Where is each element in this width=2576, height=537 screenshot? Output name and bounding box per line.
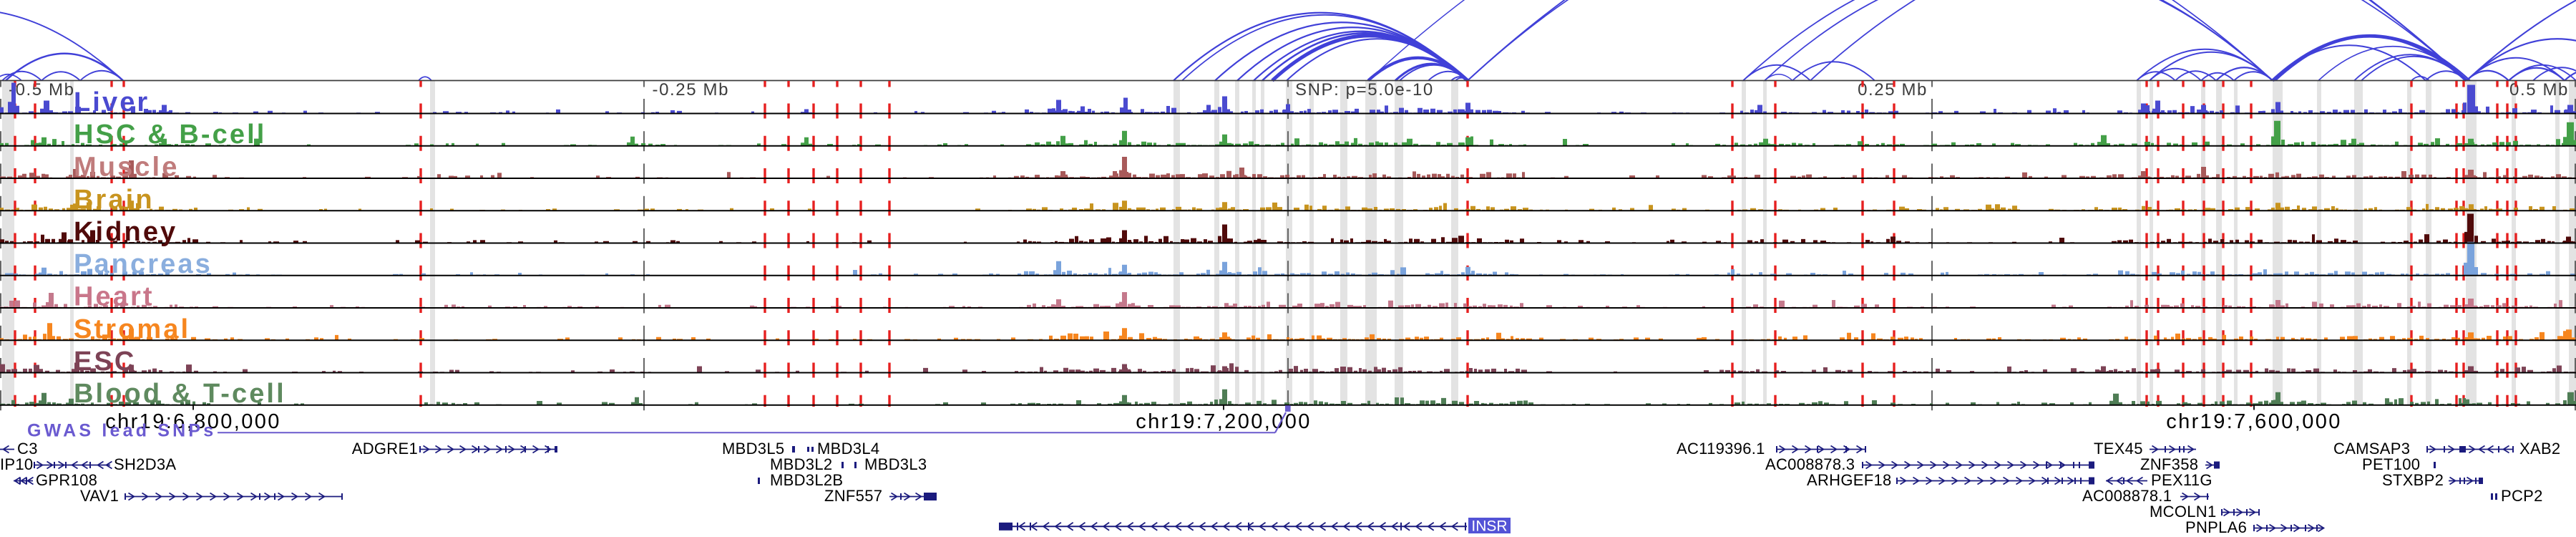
svg-text:Pancreas: Pancreas	[74, 249, 213, 279]
svg-text:ARHGEF18: ARHGEF18	[1807, 471, 1892, 489]
svg-text:ZNF358: ZNF358	[2140, 455, 2198, 473]
svg-text:PNPLA6: PNPLA6	[2185, 518, 2247, 536]
svg-text:SNP: p=5.0e-10: SNP: p=5.0e-10	[1295, 80, 1434, 100]
svg-text:SH2D3A: SH2D3A	[114, 455, 176, 473]
svg-text:MCOLN1: MCOLN1	[2150, 503, 2217, 521]
svg-text:Kidney: Kidney	[74, 217, 177, 247]
svg-text:Blood & T-cell: Blood & T-cell	[74, 379, 286, 409]
svg-text:Heart: Heart	[74, 282, 155, 312]
svg-text:STXBP2: STXBP2	[2382, 471, 2444, 489]
svg-text:chr19:7,600,000: chr19:7,600,000	[2166, 410, 2342, 433]
svg-text:Muscle: Muscle	[74, 153, 179, 183]
svg-text:MBD3L4: MBD3L4	[817, 440, 879, 458]
svg-text:0.5 Mb: 0.5 Mb	[2509, 80, 2569, 100]
svg-text:AC119396.1: AC119396.1	[1677, 440, 1765, 458]
svg-text:GWAS lead SNPs: GWAS lead SNPs	[27, 421, 216, 441]
svg-text:C3: C3	[17, 440, 38, 458]
svg-text:PCP2: PCP2	[2501, 487, 2543, 505]
svg-text:chr19:6,800,000: chr19:6,800,000	[105, 410, 281, 433]
svg-text:PET100: PET100	[2362, 455, 2420, 473]
svg-text:Brain: Brain	[74, 185, 155, 215]
svg-text:MBD3L2B: MBD3L2B	[770, 471, 843, 489]
svg-text:MBD3L3: MBD3L3	[864, 455, 927, 473]
svg-text:MBD3L2: MBD3L2	[770, 455, 832, 473]
svg-text:CAMSAP3: CAMSAP3	[2333, 440, 2410, 458]
svg-text:MBD3L5: MBD3L5	[722, 440, 784, 458]
svg-text:PEX11G: PEX11G	[2151, 471, 2212, 489]
svg-text:TEX45: TEX45	[2094, 440, 2143, 458]
svg-text:AC008878.3: AC008878.3	[1765, 455, 1855, 473]
svg-text:HSC & B-cell: HSC & B-cell	[74, 120, 266, 150]
svg-text:Stromal: Stromal	[74, 314, 190, 344]
svg-text:AC008878.1: AC008878.1	[2082, 487, 2172, 505]
svg-text:ESC: ESC	[74, 347, 136, 377]
svg-text:ZNF557: ZNF557	[824, 487, 882, 505]
svg-text:0.25 Mb: 0.25 Mb	[1858, 80, 1928, 100]
svg-text:ADGRE1: ADGRE1	[352, 440, 418, 458]
svg-text:IP10: IP10	[0, 455, 33, 473]
svg-text:VAV1: VAV1	[80, 487, 119, 505]
svg-text:-0.5 Mb: -0.5 Mb	[9, 80, 75, 100]
svg-text:GPR108: GPR108	[36, 471, 97, 489]
svg-text:XAB2: XAB2	[2519, 440, 2560, 458]
svg-text:-0.25 Mb: -0.25 Mb	[653, 80, 730, 100]
svg-text:Liver: Liver	[74, 87, 150, 117]
svg-text:INSR: INSR	[1471, 518, 1507, 535]
